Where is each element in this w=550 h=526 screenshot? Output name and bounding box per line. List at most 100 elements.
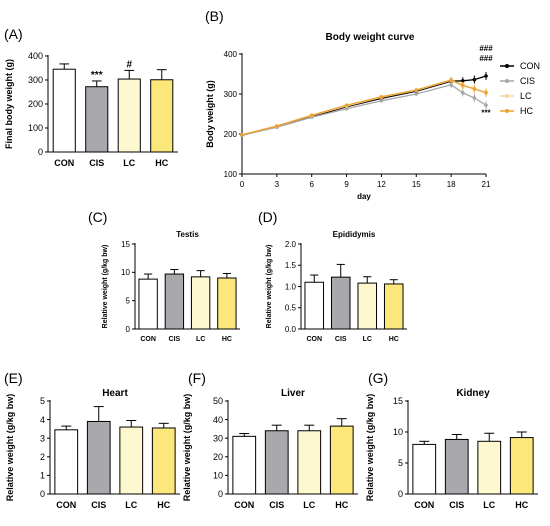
x-tick-label: 0 <box>240 180 245 189</box>
data-point-hc <box>472 87 477 91</box>
significance-mark-lc: # <box>126 59 132 70</box>
category-label-hc: HC <box>155 158 168 168</box>
y-tick-label: 400 <box>28 51 43 61</box>
data-point-cis <box>449 83 453 87</box>
panel-b-body-weight-curve: Body weight curve 100 200 300 400 0 3 6 9 12 15 18 2… <box>205 32 540 201</box>
bar-con <box>52 68 76 153</box>
bar-hc <box>217 277 237 330</box>
bar-lc <box>357 282 378 330</box>
x-tick-label: 18 <box>447 180 456 189</box>
x-tick-label: 3 <box>275 180 280 189</box>
legend-label-hc: HC <box>520 106 533 116</box>
category-label-hc: HC <box>335 500 348 510</box>
bar-cis <box>264 430 289 495</box>
bar-hc <box>383 283 404 330</box>
chart-title: Testis <box>176 230 199 239</box>
bar-hc <box>509 437 534 495</box>
bar-con <box>232 435 257 495</box>
y-tick-label: 30 <box>213 433 223 443</box>
panel-g-kidney: Kidney 0 5 10 15 Relative weight (g/kg bw) CON… <box>365 388 538 510</box>
significance-mark: *** <box>481 109 491 118</box>
y-tick-label: 15 <box>121 240 130 249</box>
bar-hc <box>329 425 354 495</box>
y-tick-label: 100 <box>28 123 43 133</box>
y-tick-label: 400 <box>224 50 238 59</box>
chart-title: Liver <box>281 388 305 399</box>
data-point-hc <box>414 88 419 92</box>
category-label-con: CON <box>140 336 156 343</box>
y-axis-label: Relative weight (g/kg bw) <box>182 394 192 502</box>
legend-marker-con <box>505 64 509 68</box>
legend-marker-lc <box>505 94 509 98</box>
category-label-cis: CIS <box>169 336 181 343</box>
x-tick-label: 12 <box>377 180 386 189</box>
y-tick-label: 5 <box>40 396 45 406</box>
y-axis-label: Relative weight (g/kg bw) <box>5 394 15 502</box>
panel-letter-g: (G) <box>368 370 388 386</box>
y-axis-label: Final body weight (g) <box>4 59 14 149</box>
category-label-con: CON <box>234 500 254 510</box>
chart-title: Body weight curve <box>326 32 415 43</box>
data-point-hc <box>275 124 279 128</box>
y-tick-label: 0 <box>126 325 131 334</box>
data-point-cis <box>344 107 349 111</box>
bar-cis <box>444 438 469 495</box>
y-tick-label: 0 <box>38 147 43 157</box>
y-tick-label: 2 <box>40 452 45 462</box>
y-tick-label: 300 <box>224 90 238 99</box>
panel-c-testis: Testis 0 5 10 15 Relative weight (g/kg bw) CON… <box>102 230 240 343</box>
panel-f-liver: Liver 0 10 20 30 40 50 Relative weight (g/kg bw… <box>182 388 358 510</box>
panel-letter-f: (F) <box>188 370 206 386</box>
data-point-con <box>472 77 477 82</box>
y-axis-label: Relative weight (g/kg bw) <box>365 394 375 502</box>
legend-marker-hc <box>505 109 509 113</box>
category-label-hc: HC <box>389 336 399 343</box>
x-tick-label: 15 <box>412 180 421 189</box>
y-tick-label: 0 <box>398 489 403 499</box>
panel-letter-a: (A) <box>4 26 23 42</box>
legend-label-con: CON <box>520 61 540 71</box>
category-label-cis: CIS <box>449 500 464 510</box>
y-tick-label: 1 <box>40 471 45 481</box>
bar-hc <box>151 427 176 495</box>
bar-cis <box>85 86 109 153</box>
y-tick-label: 2.0 <box>285 240 297 249</box>
category-label-con: CON <box>54 158 74 168</box>
category-label-lc: LC <box>363 336 372 343</box>
bar-lc <box>117 78 141 153</box>
y-tick-label: 5 <box>398 458 403 468</box>
x-tick-label: 6 <box>309 180 314 189</box>
significance-mark-cis: *** <box>91 70 103 81</box>
y-tick-label: 1.0 <box>285 282 297 291</box>
data-point-hc <box>460 83 465 87</box>
bar-cis <box>164 273 185 330</box>
category-label-cis: CIS <box>335 336 347 343</box>
legend-label-cis: CIS <box>520 76 535 86</box>
y-tick-label: 0 <box>40 489 45 499</box>
category-label-con: CON <box>56 500 76 510</box>
category-label-hc: HC <box>157 500 170 510</box>
y-tick-label: 200 <box>224 130 238 139</box>
y-tick-label: 1.5 <box>285 261 297 270</box>
data-point-cis <box>379 99 384 103</box>
chart-title: Heart <box>102 388 128 399</box>
y-tick-label: 0 <box>218 489 223 499</box>
y-tick-label: 5 <box>126 296 131 305</box>
category-label-con: CON <box>306 336 322 343</box>
y-tick-label: 300 <box>28 75 43 85</box>
y-tick-label: 40 <box>213 415 223 425</box>
bar-cis <box>86 420 111 495</box>
data-point-hc <box>309 113 314 117</box>
chart-title: Epididymis <box>333 230 376 239</box>
y-tick-label: 0.0 <box>285 325 297 334</box>
bar-lc <box>297 430 322 495</box>
panel-e-heart: Heart 0 1 2 3 4 5 Relative weight (g/kg bw) CON C… <box>5 388 180 510</box>
bar-con <box>304 281 325 330</box>
y-tick-label: 10 <box>121 268 130 277</box>
data-point-hc <box>344 103 349 107</box>
category-label-cis: CIS <box>89 158 104 168</box>
data-point-cis <box>414 92 419 96</box>
y-axis-label: Relative weight (g/kg bw) <box>266 245 273 329</box>
category-label-lc: LC <box>483 500 495 510</box>
x-tick-label: 21 <box>482 180 491 189</box>
